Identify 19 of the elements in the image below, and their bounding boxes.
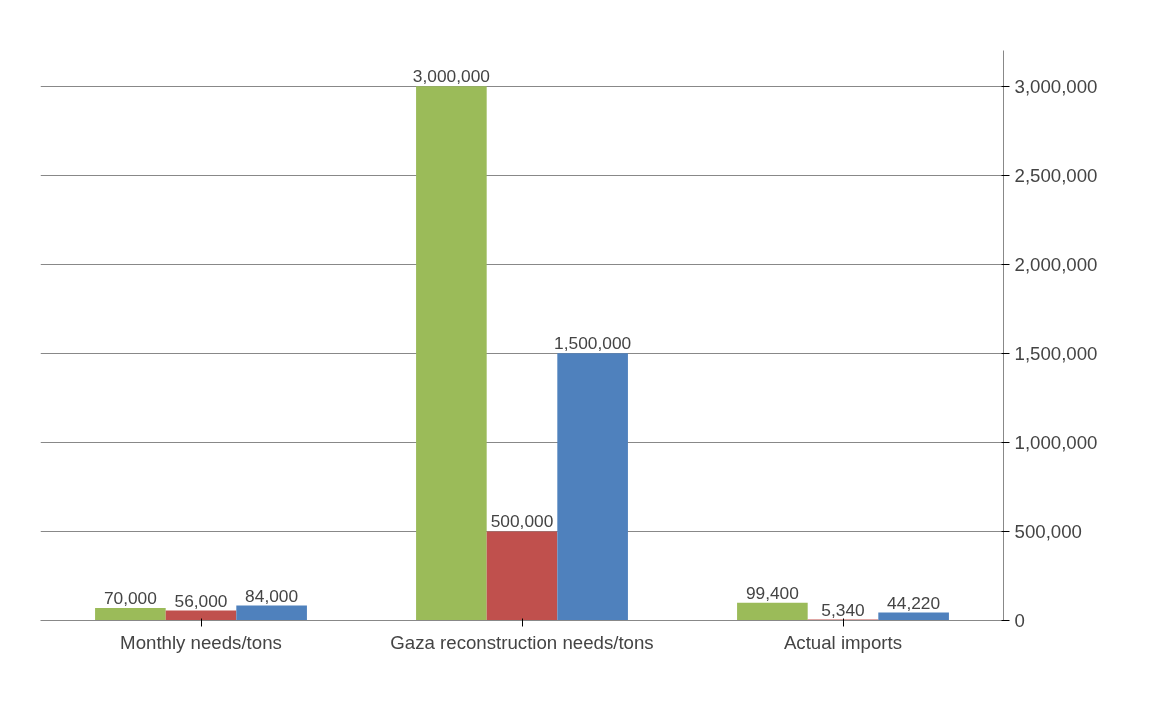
data-label: 99,400 <box>745 582 799 603</box>
data-label: 70,000 <box>103 588 157 609</box>
data-label: 3,000,000 <box>412 66 490 87</box>
y-tick-label: 0 <box>1014 610 1025 631</box>
y-tick-label: 1,000,000 <box>1014 431 1098 453</box>
data-label: 5,340 <box>821 599 865 620</box>
x-tick-label: Actual imports <box>783 631 903 653</box>
x-tick-label: Monthly needs/tons <box>120 631 282 653</box>
data-label: 1,500,000 <box>554 333 632 354</box>
y-tick-label: 2,500,000 <box>1014 164 1098 186</box>
y-tick-label: 1,500,000 <box>1014 342 1098 364</box>
data-label: 56,000 <box>174 590 228 611</box>
y-tick-label: 3,000,000 <box>1014 75 1098 97</box>
data-label: 500,000 <box>490 511 554 532</box>
y-tick-label: 500,000 <box>1014 520 1082 542</box>
data-label: 44,220 <box>887 592 941 613</box>
data-label: 84,000 <box>245 585 299 606</box>
x-tick-label: Gaza reconstruction needs/tons <box>390 631 654 653</box>
y-tick-label: 2,000,000 <box>1014 253 1098 275</box>
